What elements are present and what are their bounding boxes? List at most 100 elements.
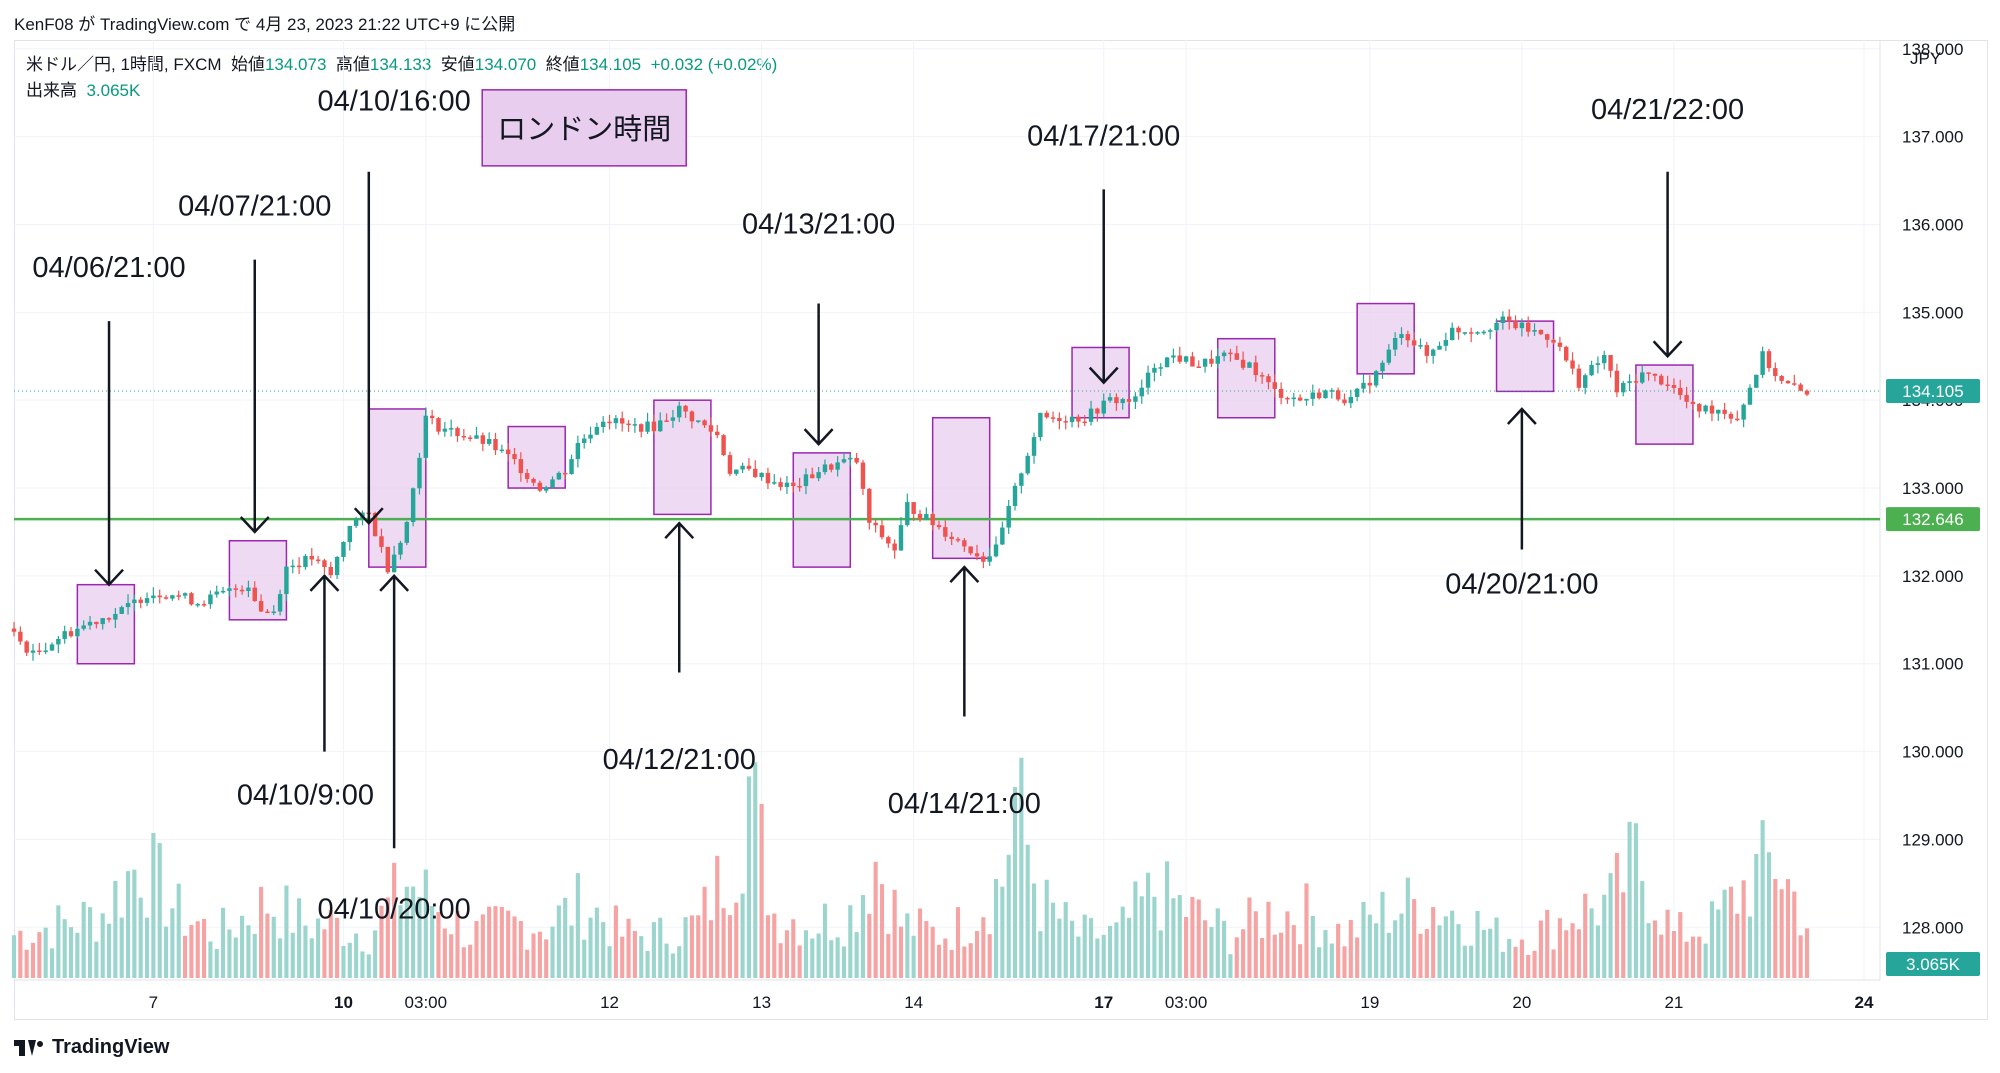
volume-bar <box>550 926 555 978</box>
candle-body <box>1570 360 1575 369</box>
volume-bar <box>1063 902 1068 978</box>
candle-body <box>220 590 226 593</box>
candle-body <box>1621 382 1626 393</box>
candle-body <box>398 542 403 555</box>
volume-bar <box>398 905 403 978</box>
candle-body <box>810 474 815 479</box>
candle-body <box>239 589 245 592</box>
candle-body <box>474 435 479 439</box>
volume-bar <box>30 942 36 978</box>
volume-bar <box>62 919 67 978</box>
volume-bar <box>1367 914 1372 978</box>
candle-body <box>265 611 270 614</box>
candle-body <box>75 628 80 637</box>
volume-bar <box>1779 889 1784 978</box>
candle-body <box>1019 473 1024 486</box>
candle-body <box>1057 418 1062 422</box>
volume-bars <box>11 757 1810 978</box>
volume-bar <box>1209 927 1214 978</box>
time-tick-label: 14 <box>904 993 923 1012</box>
candle-body <box>1462 332 1468 334</box>
candle-body <box>670 417 676 421</box>
candle-body <box>734 469 739 474</box>
symbol-label[interactable]: 米ドル／円, 1時間, FXCM <box>26 55 222 74</box>
candle-body <box>1297 397 1303 401</box>
volume-bar <box>962 946 967 978</box>
volume-bar <box>87 907 93 978</box>
candle-body <box>1164 357 1170 368</box>
tradingview-logo[interactable]: TradingView <box>14 1036 169 1059</box>
volume-bar <box>1399 913 1404 978</box>
volume-bar <box>905 913 910 978</box>
volume-bar <box>113 880 118 978</box>
volume-bar <box>898 926 904 978</box>
candle-body <box>588 434 593 439</box>
candle-body <box>1380 362 1385 372</box>
volume-bar <box>1291 925 1296 978</box>
candle-body <box>113 613 118 620</box>
volume-bar <box>1405 877 1410 978</box>
volume-bar <box>468 944 473 978</box>
candle-body <box>100 618 105 625</box>
candle-body <box>81 625 86 629</box>
candle-body <box>702 420 707 426</box>
candle-body <box>303 555 308 568</box>
highlight-box <box>653 399 712 516</box>
candle-body <box>721 435 726 456</box>
candle-body <box>1728 413 1734 419</box>
open-label: 始値 <box>230 55 265 74</box>
candle-body <box>1804 390 1810 395</box>
candle-body <box>505 449 511 455</box>
candle-body <box>531 478 536 483</box>
volume-bar <box>582 939 587 978</box>
candle-body <box>886 537 891 544</box>
volume-bar <box>1000 886 1005 978</box>
volume-bar <box>1069 920 1075 978</box>
volume-bar <box>151 832 156 978</box>
candle-body <box>1183 356 1189 362</box>
candle-body <box>1538 329 1544 335</box>
candle-body <box>873 522 878 526</box>
candle-body <box>1551 339 1556 343</box>
volume-bar <box>1646 923 1651 978</box>
low-label: 安値 <box>440 55 475 74</box>
annotation-label: 04/07/21:00 <box>178 191 331 223</box>
volume-bar <box>278 938 283 978</box>
highlight-box <box>368 408 427 568</box>
volume-bar <box>1323 929 1328 978</box>
candle-body <box>18 631 23 642</box>
note-box: ロンドン時間 <box>481 89 687 167</box>
candle-body <box>1697 403 1702 412</box>
price-tick-label: 138.000 <box>1902 40 1963 59</box>
candle-body <box>1228 352 1233 355</box>
volume-bar <box>601 922 606 978</box>
time-tick-label: 10 <box>334 993 353 1012</box>
highlight-box <box>1217 337 1276 419</box>
volume-bar <box>740 893 745 978</box>
candle-body <box>1583 375 1588 388</box>
candle-body <box>677 405 682 418</box>
candle-body <box>1038 412 1043 438</box>
candle-body <box>822 464 828 473</box>
candle-body <box>581 438 587 444</box>
candle-body <box>993 544 999 557</box>
candle-body <box>1557 342 1563 347</box>
volume-label[interactable]: 出来高 <box>26 81 77 100</box>
candle-body <box>125 603 131 608</box>
volume-bar <box>360 951 365 978</box>
candle-body <box>233 588 238 590</box>
volume-bar <box>335 917 340 978</box>
volume-bar <box>1158 930 1163 978</box>
candle-body <box>1430 349 1436 356</box>
volume-bar <box>987 934 992 978</box>
volume-bar <box>1640 881 1645 978</box>
candle-body <box>715 431 720 436</box>
candle-body <box>37 650 42 652</box>
candle-body <box>1703 405 1708 412</box>
volume-bar <box>1614 852 1619 978</box>
volume-bar <box>1792 891 1797 978</box>
volume-bar <box>911 935 916 978</box>
chart-frame <box>14 40 1988 1020</box>
volume-bar <box>1038 931 1043 978</box>
